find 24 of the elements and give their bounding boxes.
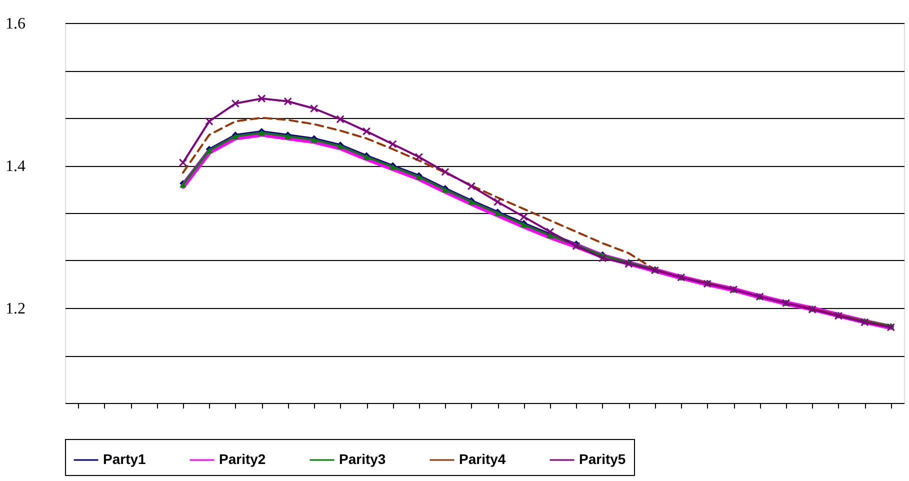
- legend-label: Parity5: [579, 451, 626, 467]
- legend-label: Parity3: [339, 451, 386, 467]
- point: [546, 228, 554, 236]
- point: [362, 127, 371, 136]
- point: [467, 182, 476, 190]
- point: [284, 97, 292, 106]
- legend-label: Party1: [103, 451, 146, 467]
- point: [414, 152, 424, 162]
- y-tick-label: 1.2: [6, 300, 26, 318]
- legend-label: Parity2: [219, 451, 266, 467]
- point: [388, 140, 397, 148]
- point: [258, 94, 266, 103]
- point: [494, 198, 502, 206]
- point: [231, 99, 240, 108]
- y-tick-label: 1.4: [6, 158, 26, 176]
- point: [336, 115, 344, 124]
- point: [520, 212, 528, 221]
- point: [441, 168, 450, 176]
- point: [178, 158, 188, 167]
- y-tick-label: 1.6: [6, 16, 26, 32]
- legend-label: Parity4: [459, 451, 506, 467]
- point: [205, 117, 214, 126]
- point: [310, 104, 318, 113]
- point: [598, 254, 607, 262]
